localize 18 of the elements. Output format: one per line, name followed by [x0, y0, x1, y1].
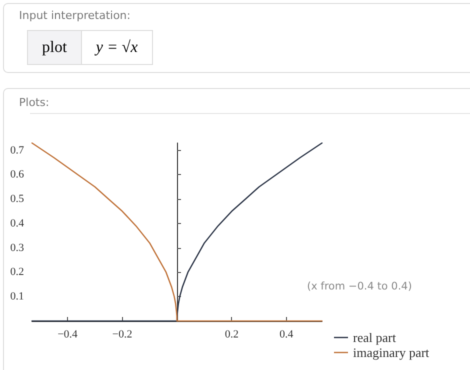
- y-tick-label: 0.7: [10, 144, 24, 156]
- y-tick-label: 0.2: [10, 266, 24, 278]
- x-tick-label: −0.4: [58, 328, 78, 340]
- y-tick-label: 0.3: [10, 242, 24, 254]
- text: y = √x: [94, 38, 139, 58]
- y-tick-label: 0.6: [10, 168, 24, 181]
- x-tick-label: −0.2: [112, 328, 132, 340]
- text: plot: [28, 31, 82, 64]
- y-tick-label: 0.1: [10, 290, 24, 303]
- y-tick-label: 0.5: [10, 193, 24, 206]
- text: Input interpretation:: [19, 9, 130, 22]
- legend-label: real part: [353, 330, 396, 345]
- annotation: (x from −0.4 to 0.4): [307, 280, 412, 292]
- x-tick-label: 0.2: [224, 328, 239, 340]
- y-tick-label: 0.4: [10, 217, 24, 230]
- x-tick-label: 0.4: [280, 328, 294, 340]
- legend-label: imaginary part: [353, 345, 430, 360]
- text: Plots:: [19, 96, 50, 109]
